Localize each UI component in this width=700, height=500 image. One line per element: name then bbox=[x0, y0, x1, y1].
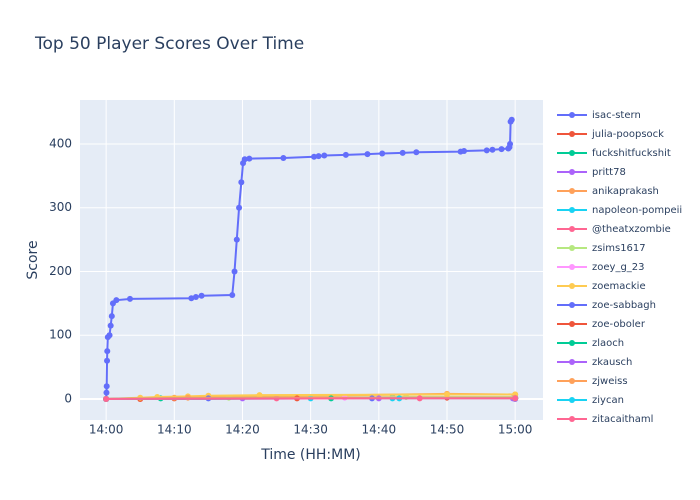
data-point bbox=[512, 395, 519, 402]
x-tick-label: 14:40 bbox=[362, 423, 397, 437]
legend-marker[interactable] bbox=[569, 131, 575, 137]
data-point bbox=[198, 292, 205, 299]
data-point bbox=[103, 395, 110, 402]
data-point bbox=[246, 155, 253, 162]
data-point bbox=[107, 322, 114, 329]
data-point bbox=[188, 295, 195, 302]
data-point bbox=[233, 236, 240, 243]
legend-label[interactable]: zitacaithaml bbox=[592, 414, 653, 425]
data-point bbox=[241, 156, 248, 163]
legend-marker[interactable] bbox=[569, 169, 575, 175]
legend-marker[interactable] bbox=[569, 112, 575, 118]
legend-label[interactable]: napoleon-pompeii bbox=[592, 205, 682, 216]
legend-label[interactable]: julia-poopsock bbox=[591, 129, 664, 140]
data-point bbox=[113, 297, 120, 304]
data-point bbox=[379, 150, 386, 157]
legend-marker[interactable] bbox=[569, 188, 575, 194]
legend-label[interactable]: zoe-oboler bbox=[592, 319, 646, 330]
legend[interactable]: isac-stern julia-poopsock fuckshitfuckshit… bbox=[557, 110, 682, 425]
y-tick-label: 0 bbox=[64, 391, 72, 405]
x-tick-label: 14:20 bbox=[225, 423, 260, 437]
legend-label[interactable]: anikaprakash bbox=[592, 186, 659, 197]
data-point bbox=[364, 151, 371, 158]
data-point bbox=[508, 116, 515, 123]
legend-label[interactable]: zjweiss bbox=[592, 376, 628, 387]
legend-label[interactable]: zkausch bbox=[592, 357, 632, 368]
data-point bbox=[104, 357, 111, 364]
legend-marker[interactable] bbox=[569, 264, 575, 270]
data-point bbox=[229, 292, 236, 299]
plot-area bbox=[80, 100, 543, 420]
data-point bbox=[311, 153, 318, 160]
y-tick-label: 300 bbox=[49, 200, 72, 214]
data-point bbox=[280, 155, 287, 162]
series-line bbox=[106, 397, 516, 400]
legend-marker[interactable] bbox=[569, 378, 575, 384]
data-point bbox=[106, 332, 113, 339]
data-point bbox=[489, 146, 496, 153]
data-point bbox=[238, 179, 245, 186]
legend-label[interactable]: zoemackie bbox=[592, 281, 646, 292]
x-tick-label: 14:00 bbox=[89, 423, 124, 437]
data-point bbox=[321, 152, 328, 159]
legend-label[interactable]: isac-stern bbox=[592, 110, 641, 121]
y-tick-label: 100 bbox=[49, 328, 72, 342]
data-point bbox=[461, 147, 468, 154]
legend-label[interactable]: @theatxzombie bbox=[592, 224, 671, 235]
data-point bbox=[256, 392, 263, 399]
legend-label[interactable]: zoey_g_23 bbox=[592, 262, 645, 273]
legend-label[interactable]: ziycan bbox=[592, 395, 624, 406]
data-point bbox=[443, 391, 450, 398]
legend-label[interactable]: pritt78 bbox=[592, 167, 626, 178]
data-point bbox=[236, 204, 243, 211]
legend-marker[interactable] bbox=[569, 359, 575, 365]
legend-marker[interactable] bbox=[569, 321, 575, 327]
plot bbox=[103, 116, 519, 402]
legend-marker[interactable] bbox=[569, 150, 575, 156]
legend-marker[interactable] bbox=[569, 340, 575, 346]
legend-label[interactable]: zlaoch bbox=[592, 338, 624, 349]
data-point bbox=[399, 149, 406, 156]
legend-marker[interactable] bbox=[569, 416, 575, 422]
data-point bbox=[342, 151, 349, 158]
legend-label[interactable]: zoe-sabbagh bbox=[592, 300, 656, 311]
x-tick-label: 14:50 bbox=[430, 423, 465, 437]
data-point bbox=[315, 153, 322, 160]
data-point bbox=[192, 293, 199, 300]
x-tick-label: 14:10 bbox=[157, 423, 192, 437]
legend-label[interactable]: fuckshitfuckshit bbox=[592, 148, 671, 159]
legend-marker[interactable] bbox=[569, 207, 575, 213]
data-point bbox=[416, 395, 423, 402]
legend-marker[interactable] bbox=[569, 397, 575, 403]
x-axis-label: Time (HH:MM) bbox=[260, 447, 361, 463]
legend-marker[interactable] bbox=[569, 302, 575, 308]
legend-marker[interactable] bbox=[569, 283, 575, 289]
data-point bbox=[103, 389, 110, 396]
legend-marker[interactable] bbox=[569, 245, 575, 251]
legend-label[interactable]: zsims1617 bbox=[592, 243, 646, 254]
y-tick-label: 200 bbox=[49, 264, 72, 278]
data-point bbox=[498, 146, 505, 153]
data-point bbox=[108, 313, 115, 320]
data-point bbox=[413, 149, 420, 156]
legend-marker[interactable] bbox=[569, 226, 575, 232]
data-point bbox=[483, 147, 490, 154]
data-point bbox=[126, 295, 133, 302]
data-point bbox=[231, 268, 238, 275]
data-point bbox=[103, 383, 110, 390]
x-tick-label: 15:00 bbox=[498, 423, 533, 437]
y-tick-label: 400 bbox=[49, 136, 72, 150]
chart-title: Top 50 Player Scores Over Time bbox=[34, 34, 304, 54]
data-point bbox=[507, 140, 514, 147]
data-point bbox=[104, 348, 111, 355]
x-tick-label: 14:30 bbox=[293, 423, 328, 437]
y-axis-label: Score bbox=[25, 240, 41, 279]
